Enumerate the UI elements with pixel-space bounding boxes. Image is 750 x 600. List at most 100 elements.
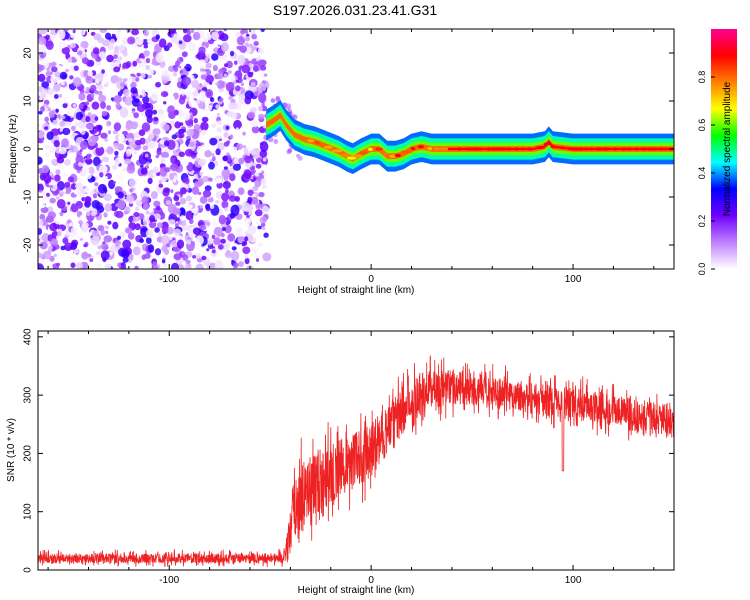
noise-point [72, 29, 76, 34]
ridge-peak [433, 147, 441, 151]
noise-point [155, 52, 164, 63]
noise-point [140, 73, 146, 79]
noise-point [205, 203, 211, 210]
noise-point [246, 33, 250, 37]
noise-point [38, 138, 42, 144]
noise-point [56, 199, 66, 209]
ridge-peak [346, 156, 357, 160]
noise-point [254, 169, 259, 174]
noise-point [143, 203, 149, 211]
noise-point [115, 172, 125, 181]
noise-point [177, 77, 183, 82]
noise-point [252, 193, 256, 198]
noise-point [98, 94, 106, 103]
ridge-peak [359, 151, 368, 155]
noise-point [77, 50, 83, 56]
spectrogram-y-tick-label: 10 [23, 95, 34, 107]
noise-point [104, 81, 110, 87]
noise-point [158, 180, 163, 184]
noise-point [135, 36, 144, 45]
noise-point [99, 172, 104, 178]
noise-point [223, 132, 229, 138]
noise-point [258, 105, 263, 112]
noise-point [175, 60, 180, 68]
noise-point [250, 29, 256, 36]
noise-point [90, 235, 100, 246]
noise-point [179, 57, 184, 62]
noise-point [112, 221, 119, 230]
noise-point [184, 148, 194, 157]
noise-point [247, 145, 252, 151]
noise-point [142, 145, 149, 151]
noise-point [119, 107, 129, 118]
noise-point [189, 204, 193, 209]
noise-point [231, 259, 235, 263]
noise-point [164, 140, 170, 147]
noise-point [38, 37, 47, 46]
noise-point [262, 252, 272, 262]
noise-point [102, 257, 107, 263]
noise-point [85, 116, 91, 123]
noise-point [219, 138, 222, 142]
noise-point [154, 248, 162, 256]
noise-point [192, 31, 201, 41]
noise-point [243, 148, 249, 154]
noise-point [235, 79, 239, 83]
noise-point [218, 97, 224, 102]
noise-point [166, 226, 174, 235]
noise-point [261, 102, 265, 107]
noise-point [39, 241, 48, 250]
noise-point [216, 120, 223, 126]
noise-point [211, 234, 216, 239]
noise-point [81, 57, 89, 64]
noise-point [39, 201, 46, 209]
noise-point [234, 196, 240, 202]
noise-point [257, 47, 265, 54]
noise-point [204, 104, 213, 112]
noise-point [113, 66, 121, 73]
noise-point [115, 102, 121, 109]
noise-point [127, 138, 133, 143]
noise-point [225, 188, 229, 194]
noise-point [216, 112, 220, 117]
spectrogram-noise-scatter [38, 29, 272, 269]
noise-point [236, 143, 243, 150]
noise-point [199, 224, 207, 231]
noise-point [122, 239, 132, 249]
noise-point [72, 199, 77, 205]
snr-x-tick-label: 0 [368, 575, 374, 586]
noise-point [108, 99, 113, 106]
noise-point [54, 71, 61, 78]
noise-point [205, 89, 214, 99]
noise-point [182, 160, 189, 167]
noise-point [133, 112, 139, 119]
noise-point [250, 149, 256, 156]
noise-point [101, 69, 105, 74]
noise-point [69, 145, 79, 153]
noise-point [131, 29, 139, 36]
noise-point [242, 240, 248, 246]
noise-point [131, 108, 136, 112]
noise-point [56, 114, 62, 119]
colorbar-ticks: 0.0 0.2 0.4 0.6 0.8 [697, 71, 715, 275]
noise-point [154, 105, 159, 110]
spectrogram-signal-ridge [263, 95, 674, 174]
noise-point [122, 62, 131, 69]
ridge-peak [351, 154, 363, 158]
noise-point [139, 164, 144, 168]
noise-point [210, 262, 216, 268]
noise-point [262, 157, 267, 162]
noise-point [173, 195, 180, 202]
noise-point [44, 126, 49, 130]
noise-point [138, 101, 142, 106]
noise-point [139, 94, 143, 99]
noise-point [251, 247, 260, 258]
noise-point [181, 51, 188, 58]
noise-point [100, 229, 106, 236]
noise-point [191, 186, 200, 195]
noise-point [165, 243, 171, 248]
noise-point [254, 209, 263, 217]
noise-point [261, 217, 267, 222]
noise-point [98, 183, 107, 194]
noise-point [118, 133, 125, 142]
